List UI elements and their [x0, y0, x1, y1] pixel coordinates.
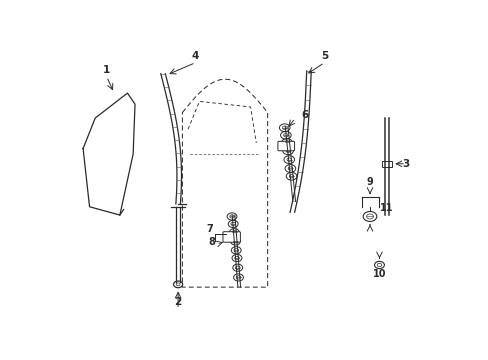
Text: 10: 10 — [372, 269, 386, 279]
Text: 6: 6 — [301, 110, 308, 120]
FancyBboxPatch shape — [277, 141, 294, 151]
Text: 4: 4 — [192, 51, 199, 61]
Text: 11: 11 — [379, 203, 392, 213]
FancyBboxPatch shape — [223, 232, 240, 242]
Text: 8: 8 — [208, 237, 215, 247]
Text: 2: 2 — [174, 297, 182, 307]
Text: 5: 5 — [320, 51, 327, 61]
Bar — [382, 161, 391, 167]
Text: 9: 9 — [366, 176, 373, 186]
Text: 7: 7 — [206, 224, 213, 234]
Text: 1: 1 — [103, 64, 110, 75]
Text: 3: 3 — [402, 159, 409, 169]
